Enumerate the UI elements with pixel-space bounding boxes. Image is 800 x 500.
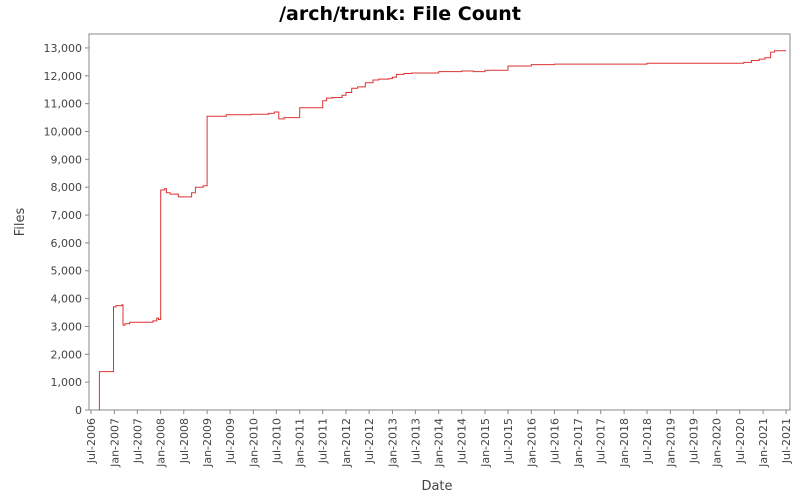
y-tick-label: 10,000 — [44, 125, 83, 138]
x-tick-label: Jul-2015 — [502, 418, 515, 464]
x-tick-label: Jan-2021 — [757, 418, 770, 468]
x-tick-label: Jul-2013 — [409, 418, 422, 464]
x-tick-label: Jul-2014 — [456, 418, 469, 464]
y-axis: 0 1,000 2,000 3,000 4,000 5,000 6,000 7,000 8,00… — [44, 42, 89, 417]
x-tick-label: Jan-2014 — [433, 418, 446, 468]
x-tick-label: Jan-2018 — [618, 418, 631, 468]
x-tick-label: Jan-2020 — [711, 418, 724, 468]
x-axis: Jul-2006 Jan-2007 Jul-2007 Jan-2008 Jul-2008… — [85, 410, 793, 468]
x-tick-label: Jul-2016 — [548, 418, 561, 464]
y-tick-label: 12,000 — [44, 70, 83, 83]
x-axis-label: Date — [421, 479, 452, 494]
y-tick-label: 11,000 — [44, 98, 83, 111]
y-tick-label: 9,000 — [51, 153, 83, 166]
y-tick-label: 1,000 — [51, 376, 83, 389]
y-tick-label: 2,000 — [51, 348, 83, 361]
y-tick-label: 7,000 — [51, 209, 83, 222]
x-tick-label: Jul-2017 — [595, 418, 608, 464]
y-axis-label: Files — [13, 208, 28, 237]
x-tick-label: Jan-2012 — [340, 418, 353, 468]
x-tick-label: Jul-2019 — [687, 418, 700, 464]
x-tick-label: Jul-2007 — [131, 418, 144, 464]
y-tick-label: 3,000 — [51, 320, 83, 333]
series-layer — [98, 50, 787, 411]
y-tick-label: 13,000 — [44, 42, 83, 55]
x-tick-label: Jul-2009 — [224, 418, 237, 464]
x-tick-label: Jan-2015 — [479, 418, 492, 468]
x-tick-label: Jan-2007 — [108, 418, 121, 468]
x-tick-label: Jan-2017 — [572, 418, 585, 468]
y-tick-label: 6,000 — [51, 237, 83, 250]
x-tick-label: Jul-2008 — [178, 418, 191, 464]
x-tick-label: Jan-2010 — [247, 418, 260, 468]
x-tick-label: Jan-2016 — [525, 418, 538, 468]
plot-area — [88, 33, 791, 411]
x-tick-label: Jul-2011 — [317, 418, 330, 464]
x-tick-label: Jul-2006 — [85, 418, 98, 464]
x-tick-label: Jul-2020 — [734, 418, 747, 464]
x-tick-label: Jan-2013 — [386, 418, 399, 468]
y-tick-label: 0 — [75, 404, 82, 417]
x-tick-label: Jan-2019 — [664, 418, 677, 468]
y-tick-label: 8,000 — [51, 181, 83, 194]
chart-title: /arch/trunk: File Count — [279, 3, 521, 25]
x-tick-label: Jul-2021 — [780, 418, 793, 464]
y-tick-label: 4,000 — [51, 293, 83, 306]
x-tick-label: Jul-2010 — [270, 418, 283, 464]
x-tick-label: Jan-2011 — [294, 418, 307, 468]
x-tick-label: Jan-2008 — [155, 418, 168, 468]
x-tick-label: Jan-2009 — [201, 418, 214, 468]
x-tick-label: Jul-2018 — [641, 418, 654, 464]
y-tick-label: 5,000 — [51, 265, 83, 278]
file-count-series-line — [98, 50, 787, 411]
x-tick-label: Jul-2012 — [363, 418, 376, 464]
